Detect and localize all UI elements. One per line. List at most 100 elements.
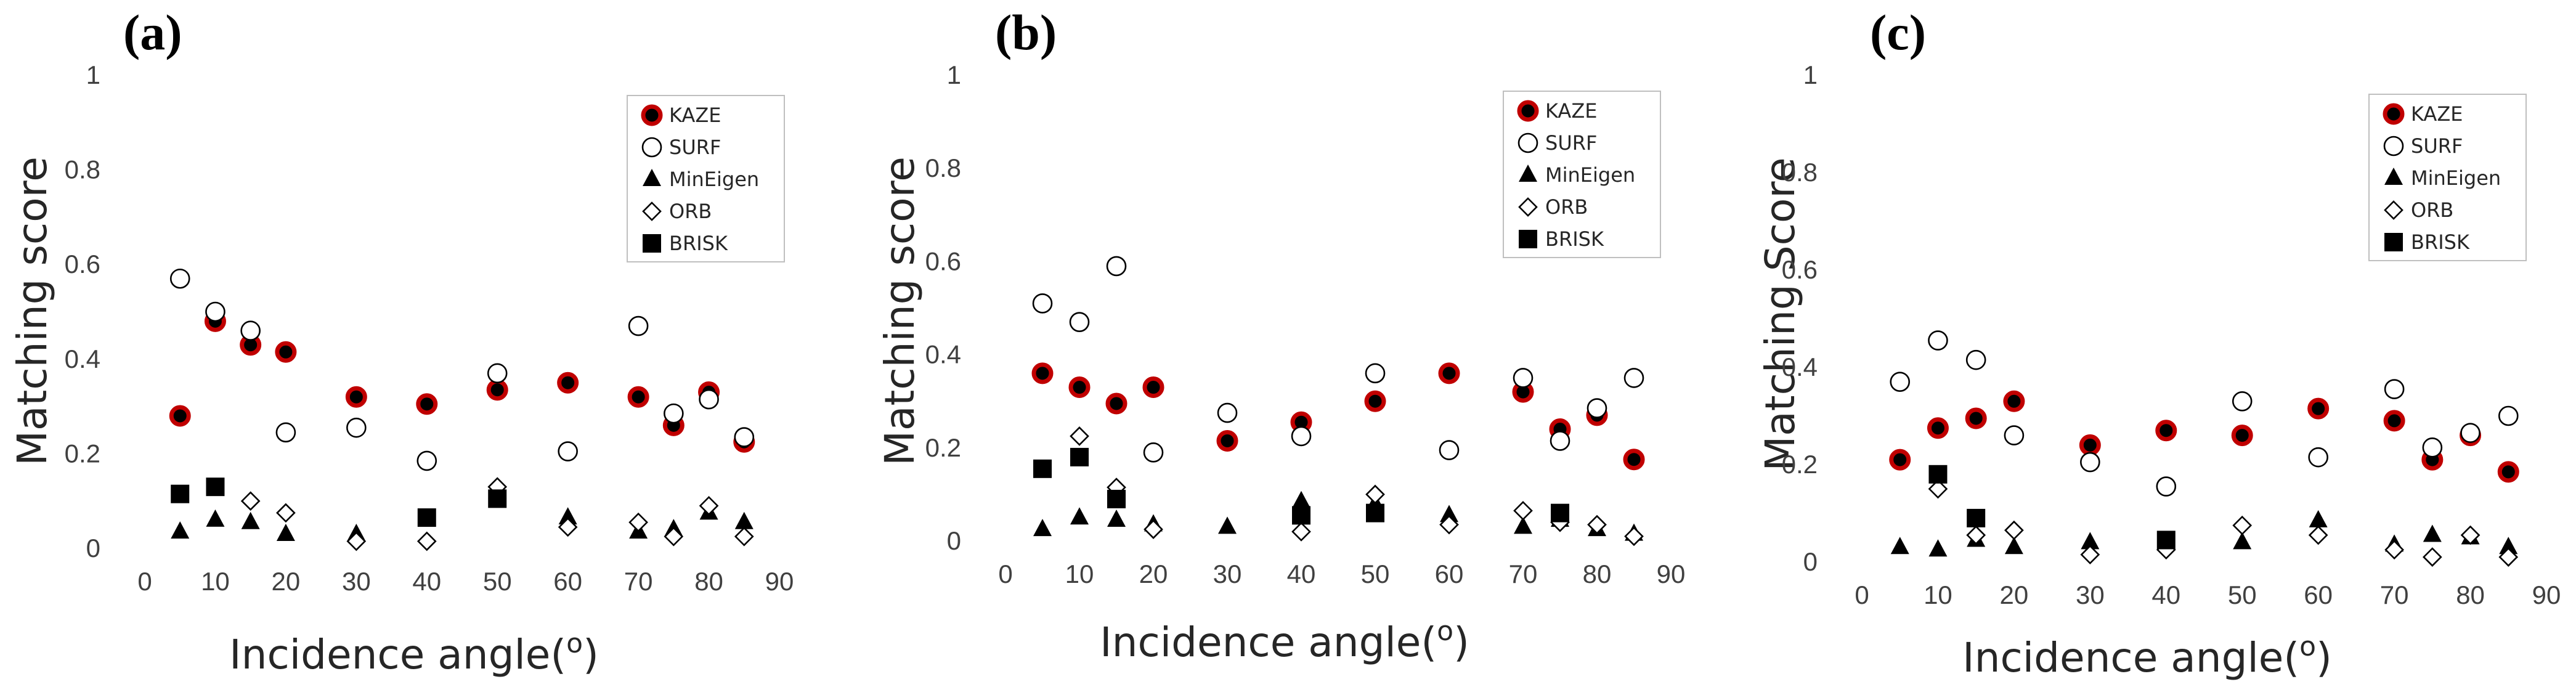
point-b-mineigen-30	[1218, 516, 1237, 534]
x-tick-label-a-9: 90	[765, 567, 794, 596]
point-c-surf-20	[2004, 425, 2025, 445]
point-c-surf-70	[2384, 379, 2405, 399]
point-a-surf-75	[664, 403, 684, 424]
point-c-kaze-5	[1889, 449, 1911, 471]
point-c-orb-15	[1966, 525, 1986, 545]
point-a-kaze-30	[345, 386, 367, 408]
x-tick-label-c-1: 10	[1924, 580, 1952, 609]
point-a-orb-40	[416, 531, 437, 551]
y-tick-label-b-5: 1	[947, 60, 961, 89]
point-a-orb-20	[276, 503, 296, 523]
x-tick-label-c-8: 80	[2456, 580, 2485, 609]
point-a-orb-15	[240, 491, 261, 511]
point-b-kaze-30	[1216, 429, 1238, 452]
x-axis-label-main-b: Incidence angle(	[1100, 619, 1437, 666]
y-tick-label-a-2: 0.4	[65, 344, 100, 373]
x-tick-label-a-5: 50	[483, 567, 512, 596]
y-tick-label-a-4: 0.8	[65, 155, 100, 184]
point-c-kaze-15	[1965, 407, 1987, 429]
x-axis-label-sup-a: o	[566, 628, 583, 659]
legend-marker-a-surf	[641, 137, 662, 158]
point-c-kaze-60	[2307, 397, 2330, 420]
point-a-surf-5	[169, 268, 190, 289]
point-b-orb-50	[1365, 484, 1385, 505]
legend-b: KAZE SURF MinEigen ORB BRISK	[1503, 91, 1661, 258]
y-tick-label-a-0: 0	[86, 534, 100, 563]
point-c-kaze-70	[2383, 410, 2405, 432]
point-c-brisk-15	[1967, 508, 1986, 527]
point-c-kaze-50	[2231, 425, 2253, 447]
x-tick-label-a-1: 10	[201, 567, 230, 596]
point-c-orb-85	[2498, 547, 2519, 567]
point-a-orb-60	[558, 517, 578, 537]
point-a-brisk-5	[171, 484, 190, 503]
legend-marker-c-mineigen	[2384, 168, 2403, 185]
point-a-kaze-40	[416, 393, 438, 415]
point-c-surf-80	[2460, 423, 2481, 443]
x-tick-label-c-0: 0	[1855, 580, 1869, 609]
panel-label-c: (c)	[1870, 4, 1926, 60]
x-tick-label-b-9: 90	[1657, 559, 1686, 588]
y-ticks-a: 0 0.2 0.4 0.6 0.8 1	[65, 60, 100, 563]
point-b-surf-40	[1291, 426, 1312, 447]
x-axis-label-main-a: Incidence angle(	[229, 631, 566, 678]
x-tick-label-c-6: 60	[2304, 580, 2333, 609]
x-axis-label-b: Incidence angle(o)	[1100, 616, 1469, 666]
y-tick-label-c-2: 0.4	[1782, 352, 1818, 381]
legend-c: KAZE SURF MinEigen ORB BRISK	[2368, 94, 2527, 261]
x-axis-label-a: Incidence angle(o)	[229, 628, 599, 678]
point-c-orb-30	[2080, 545, 2100, 564]
point-a-orb-75	[664, 526, 684, 547]
point-b-surf-5	[1032, 293, 1053, 314]
point-b-mineigen-70	[1514, 516, 1532, 534]
panel-a: (a) Matching score Incidence angle(o) 00…	[9, 4, 794, 678]
point-b-surf-15	[1106, 256, 1127, 277]
x-tick-label-b-4: 40	[1287, 559, 1316, 588]
legend-label-b-kaze: KAZE	[1545, 99, 1597, 123]
legend-label-b-mineigen: MinEigen	[1545, 163, 1635, 187]
point-b-kaze-20	[1142, 376, 1164, 399]
legend-marker-c-brisk	[2384, 233, 2403, 251]
point-c-orb-10	[1928, 479, 1948, 499]
point-c-kaze-85	[2497, 461, 2519, 483]
marks-b	[1031, 256, 1645, 547]
x-tick-label-b-8: 80	[1583, 559, 1612, 588]
legend-label-b-surf: SURF	[1545, 131, 1597, 155]
x-axis-label-close-a: )	[583, 631, 599, 678]
legend-marker-b-surf	[1518, 132, 1538, 153]
y-tick-label-b-2: 0.4	[925, 340, 961, 369]
point-c-kaze-40	[2155, 420, 2177, 442]
point-b-kaze-10	[1068, 376, 1091, 399]
point-b-kaze-60	[1438, 362, 1460, 384]
point-b-brisk-15	[1107, 489, 1126, 508]
x-tick-label-b-0: 0	[998, 559, 1012, 588]
point-c-mineigen-5	[1890, 537, 1909, 555]
point-b-mineigen-40	[1292, 490, 1310, 508]
legend-label-a-surf: SURF	[669, 136, 721, 159]
y-tick-label-c-1: 0.2	[1782, 450, 1818, 479]
x-tick-label-b-3: 30	[1213, 559, 1242, 588]
point-b-orb-40	[1291, 522, 1311, 542]
legend-marker-a-mineigen	[643, 169, 661, 186]
legend-label-a-brisk: BRISK	[669, 232, 728, 255]
point-b-orb-85	[1624, 526, 1644, 547]
point-b-orb-20	[1144, 519, 1163, 539]
point-a-surf-70	[628, 315, 649, 336]
point-a-surf-50	[487, 363, 508, 384]
x-tick-label-a-4: 40	[412, 567, 441, 596]
point-a-surf-10	[205, 301, 226, 322]
marks-c	[1889, 330, 2519, 567]
y-tick-label-c-5: 1	[1803, 60, 1818, 89]
point-a-surf-40	[416, 450, 437, 471]
point-a-surf-20	[275, 422, 296, 443]
y-tick-label-c-4: 0.8	[1782, 158, 1818, 187]
point-c-orb-60	[2308, 525, 2328, 545]
point-c-surf-60	[2308, 447, 2328, 468]
legend-marker-b-kaze	[1517, 100, 1539, 122]
legend-marker-c-orb	[2384, 200, 2403, 220]
point-a-mineigen-5	[171, 521, 190, 539]
point-c-orb-50	[2232, 515, 2253, 535]
point-b-kaze-85	[1623, 449, 1645, 471]
point-b-kaze-15	[1105, 392, 1128, 415]
marks-a	[169, 268, 755, 551]
